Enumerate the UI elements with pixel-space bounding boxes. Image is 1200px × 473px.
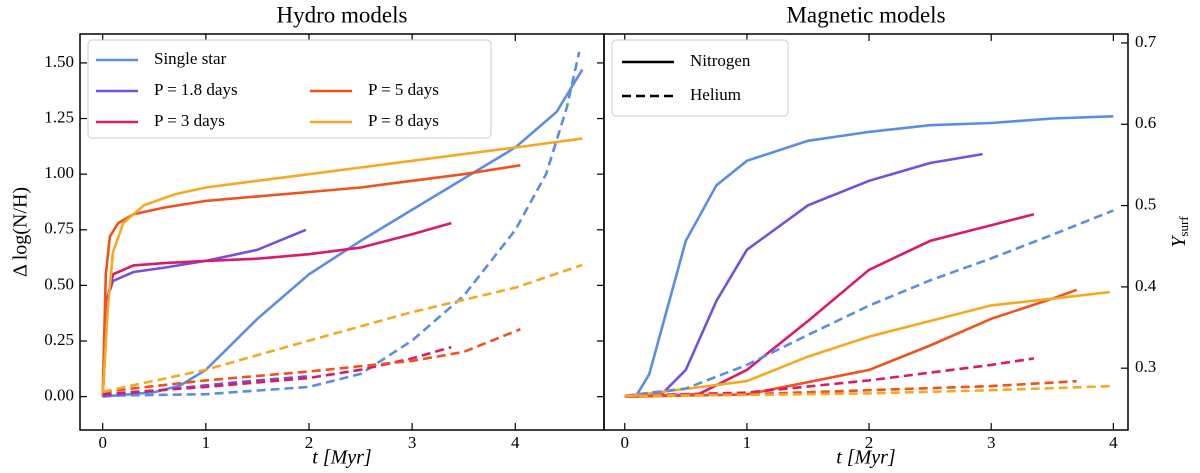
y2-axis-label: Ysurf <box>1168 216 1191 248</box>
legend-label: P = 8 days <box>368 111 439 130</box>
legend-box <box>87 39 492 139</box>
y2-tick-label: 0.5 <box>1135 194 1156 213</box>
y2-axis-label-sub: surf <box>1176 216 1191 237</box>
x-tick-label: 4 <box>1109 433 1118 452</box>
y-tick-label: 1.00 <box>44 163 74 182</box>
series-line <box>624 290 1110 398</box>
series-line <box>624 379 1077 398</box>
series-line <box>624 212 1035 398</box>
legend-label: Nitrogen <box>690 51 751 70</box>
series-line <box>102 68 584 398</box>
series-line <box>624 357 1035 398</box>
y2-tick-label: 0.6 <box>1135 113 1156 132</box>
series-line <box>624 209 1114 398</box>
y2-tick-label: 0.4 <box>1135 276 1157 295</box>
x-axis-label: t [Myr] <box>312 447 371 469</box>
legend-label: P = 1.8 days <box>154 80 238 99</box>
panel-title: Magnetic models <box>786 2 945 27</box>
x-tick-label: 0 <box>98 433 107 452</box>
x-tick-label: 2 <box>305 433 314 452</box>
y-tick-label: 1.25 <box>44 107 74 126</box>
series-line <box>102 327 521 394</box>
panel-title: Hydro models <box>277 2 408 27</box>
x-tick-label: 1 <box>743 433 752 452</box>
series-line <box>102 51 581 398</box>
x-tick-label: 4 <box>511 433 520 452</box>
y-tick-label: 0.25 <box>44 330 74 349</box>
y-tick-label: 1.50 <box>44 52 74 71</box>
series-line <box>624 384 1114 398</box>
x-tick-label: 2 <box>865 433 874 452</box>
y2-axis-label-main: Y <box>1168 235 1190 248</box>
plot-frame <box>603 33 1129 431</box>
x-tick-label: 0 <box>621 433 630 452</box>
x-tick-label: 3 <box>987 433 996 452</box>
series-line <box>102 263 583 394</box>
series-line <box>624 152 983 398</box>
legend: Nitrogen Helium <box>611 39 789 117</box>
series-line <box>102 345 452 396</box>
panel: Magnetic models 0 1 2 3 4 0.3 0.4 0.5 0.6 0.7 t [My… <box>603 2 1191 469</box>
series-line <box>101 137 583 397</box>
legend-label: P = 3 days <box>154 111 225 130</box>
legend: Single star P = 1.8 days P = 3 days P = 5 d… <box>87 39 492 139</box>
legend-label: P = 5 days <box>368 80 439 99</box>
x-axis-label: t [Myr] <box>836 447 895 469</box>
y-tick-label: 0.50 <box>44 274 74 293</box>
y-axis-label: Δ log(N/H) <box>10 187 32 277</box>
panel: Hydro models 0 1 2 3 4 0.00 0.25 0.50 0.75 1.00 1.2… <box>10 2 605 469</box>
x-tick-label: 1 <box>202 433 211 452</box>
series-line <box>624 115 1114 398</box>
series-line <box>101 221 452 397</box>
y-tick-label: 0.00 <box>44 386 74 405</box>
legend-label: Single star <box>154 49 227 68</box>
y2-tick-label: 0.7 <box>1135 32 1157 51</box>
x-tick-label: 3 <box>408 433 417 452</box>
series-line <box>101 164 521 397</box>
y-tick-label: 0.75 <box>44 219 74 238</box>
legend-label: Helium <box>690 85 741 104</box>
y2-tick-label: 0.3 <box>1135 357 1156 376</box>
